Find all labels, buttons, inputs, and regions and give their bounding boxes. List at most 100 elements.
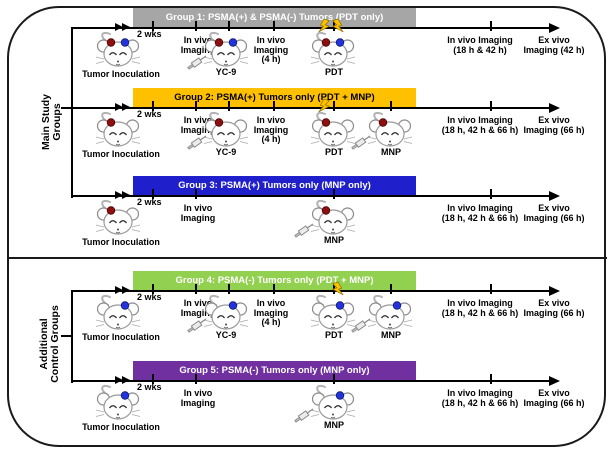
mouse-body <box>318 41 348 67</box>
timeline-tick <box>195 21 197 31</box>
tumor-inoculation-mouse <box>95 112 141 150</box>
mouse-icon <box>187 32 249 70</box>
timeline-tick <box>273 21 275 31</box>
timeline-tick <box>195 189 197 199</box>
section-divider <box>8 257 607 259</box>
bracket-line-additional <box>71 290 73 383</box>
mouse-whiskers <box>95 136 141 144</box>
weeks-label: 2 wks <box>137 197 162 207</box>
timeline-tick <box>333 374 335 384</box>
mouse-whiskers <box>95 56 141 64</box>
mouse-body <box>103 121 133 147</box>
mouse-eye-right <box>226 315 236 319</box>
pdt-mouse <box>310 98 356 150</box>
mnp-mouse <box>351 112 413 150</box>
timeline-start-arrow <box>115 286 123 294</box>
timeline <box>72 380 552 382</box>
group-2-header: Group 2: PSMA(+) Tumors only (PDT + MNP) <box>133 88 416 107</box>
mouse-nose <box>117 140 119 143</box>
mouse-nose <box>332 228 334 231</box>
timeline-tick <box>152 189 154 199</box>
mouse-nose <box>117 413 119 416</box>
timeline-tick <box>490 374 492 384</box>
timeline-tick <box>195 374 197 384</box>
mouse-whiskers <box>310 136 356 144</box>
mouse-eye-left <box>216 132 226 136</box>
lightning-bolt-right-icon <box>331 281 344 296</box>
mouse-eye-right <box>333 220 343 224</box>
mouse-eye-left <box>323 405 333 409</box>
timeline-tick <box>228 21 230 31</box>
timeline-tick <box>490 189 492 199</box>
mouse-eye-right <box>226 52 236 56</box>
tumor-inoculation-label: Tumor Inoculation <box>82 237 160 247</box>
yc9-mouse <box>187 295 249 333</box>
tumor-marker-blue <box>120 38 130 47</box>
mouse-whiskers <box>310 319 356 327</box>
timeline-tick <box>228 284 230 294</box>
tumor-marker-red <box>321 38 331 47</box>
mouse-eye-right <box>118 405 128 409</box>
yc9-label: YC-9 <box>215 67 237 77</box>
timeline-start-arrow <box>115 376 123 384</box>
bracket-line-main <box>71 27 73 198</box>
mouse-icon <box>294 385 356 423</box>
mouse-nose <box>117 228 119 231</box>
mouse-whiskers <box>95 409 141 417</box>
mouse-icon <box>351 295 413 333</box>
mouse-nose <box>332 323 334 326</box>
mouse-eye-left <box>216 315 226 319</box>
mouse-eye-right <box>118 220 128 224</box>
invivo-imaging-label: In vivo Imaging <box>180 388 216 408</box>
invivo-imaging-4h-label: In vivo Imaging (4 h) <box>253 35 289 64</box>
weeks-label: 2 wks <box>137 109 162 119</box>
exvivo-imaging-label: Ex vivo Imaging (66 h) <box>523 115 585 135</box>
syringe-icon <box>187 55 207 70</box>
timeline-tick <box>152 284 154 294</box>
mouse-body <box>211 304 241 330</box>
mouse-eye-left <box>380 315 390 319</box>
timeline-start-arrow <box>122 191 130 199</box>
mouse-whiskers <box>367 319 413 327</box>
timeline-tick <box>152 101 154 111</box>
invivo-imaging-4h-label: In vivo Imaging (4 h) <box>253 115 289 144</box>
mouse-mouth <box>330 231 336 234</box>
pdt-label: PDT <box>325 330 343 340</box>
pdt-label: PDT <box>325 67 343 77</box>
mouse-eye-right <box>390 132 400 136</box>
weeks-label: 2 wks <box>137 382 162 392</box>
timeline-tick <box>195 101 197 111</box>
mouse-eye-left <box>323 315 333 319</box>
mouse-body <box>211 121 241 147</box>
lightning-bolt-right-icon <box>331 18 344 33</box>
mouse-mouth <box>387 326 393 329</box>
mouse-nose <box>117 323 119 326</box>
timeline <box>72 107 552 109</box>
tumor-marker-blue <box>120 301 130 310</box>
mouse-eye-right <box>226 132 236 136</box>
invivo-imaging-4h-label: In vivo Imaging (4 h) <box>253 298 289 327</box>
timeline-start-arrow <box>115 103 123 111</box>
mouse-eye-left <box>216 52 226 56</box>
lightning-bolt-left-icon <box>318 18 331 33</box>
syringe-icon <box>187 135 207 150</box>
invivo-imaging-late-label: In vivo Imaging (18 h, 42 h & 66 h) <box>441 298 519 318</box>
timeline-tick <box>228 101 230 111</box>
mouse-nose <box>332 413 334 416</box>
tumor-inoculation-label: Tumor Inoculation <box>82 422 160 432</box>
timeline-tick <box>390 101 392 111</box>
mouse-mouth <box>387 143 393 146</box>
mnp-label: MNP <box>324 235 344 245</box>
mnp-label: MNP <box>381 330 401 340</box>
timeline-start-arrow <box>122 103 130 111</box>
tumor-marker-red <box>106 206 116 215</box>
timeline-tick <box>390 284 392 294</box>
mnp-label: MNP <box>381 147 401 157</box>
tumor-inoculation-label: Tumor Inoculation <box>82 149 160 159</box>
exvivo-imaging-label: Ex vivo Imaging (66 h) <box>523 298 585 318</box>
mouse-mouth <box>115 143 121 146</box>
mouse-eye-right <box>333 405 343 409</box>
mouse-mouth <box>330 416 336 419</box>
mouse-whiskers <box>203 56 249 64</box>
timeline-tick <box>152 21 154 31</box>
